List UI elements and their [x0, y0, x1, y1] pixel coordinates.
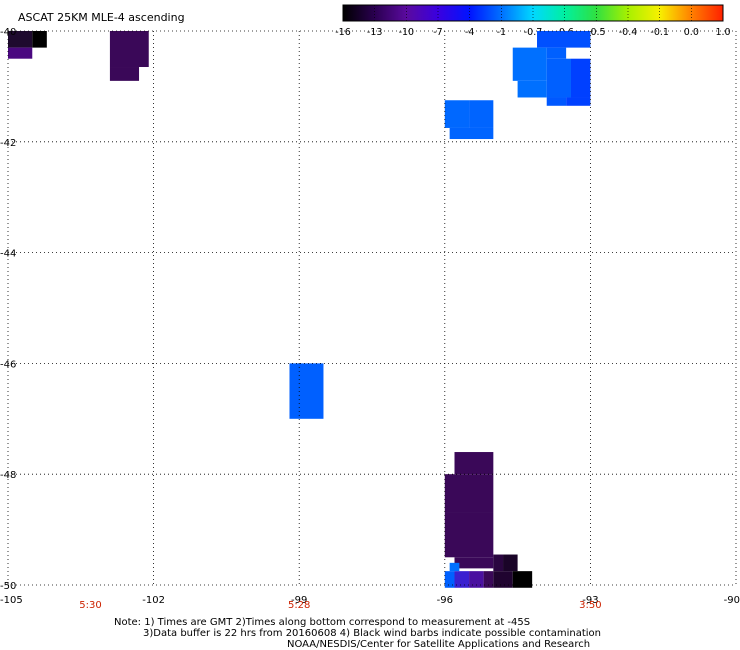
- latitude-labels: -40 -42 -44 -46 -48 -50: [0, 27, 16, 592]
- x-tick-label: -93: [582, 595, 598, 606]
- colorbar-label: -0.5: [587, 27, 606, 38]
- data-cell: [454, 571, 470, 588]
- colorbar-label: -13: [367, 27, 383, 38]
- data-cell: [546, 47, 567, 59]
- x-tick-label: -96: [437, 595, 453, 606]
- y-tick-label: -48: [0, 470, 16, 481]
- data-cell: [517, 80, 547, 98]
- colorbar-label: -4: [465, 27, 474, 38]
- colorbar-label: 0.0: [684, 27, 699, 38]
- lat-lon-grid: [7, 30, 737, 586]
- colorbar-label: -16: [335, 27, 351, 38]
- colorbar: -16-13-10-7-4-1-0.7-0.6-0.5-0.4-0.10.01.…: [335, 4, 731, 38]
- colorbar-label: -0.1: [650, 27, 669, 38]
- data-cell: [483, 571, 494, 588]
- colorbar-label: -0.4: [619, 27, 638, 38]
- map-title: ASCAT 25KM MLE-4 ascending: [18, 11, 185, 24]
- note-line-3: NOAA/NESDIS/Center for Satellite Applica…: [287, 639, 590, 650]
- x-tick-label: -99: [291, 595, 307, 606]
- x-tick-label: -102: [142, 595, 165, 606]
- data-cell: [8, 31, 33, 48]
- data-cell: [444, 571, 455, 588]
- colorbar-strip: [342, 4, 724, 22]
- colorbar-label: -1: [497, 27, 506, 38]
- data-cell: [503, 554, 518, 572]
- note-line-1: Note: 1) Times are GMT 2)Times along bot…: [114, 617, 530, 628]
- longitude-labels: -105 -102 -99 -96 -93 -90: [0, 595, 740, 606]
- data-cell: [566, 97, 591, 106]
- wind-cells: [8, 31, 591, 588]
- data-cell: [449, 127, 494, 140]
- data-cell: [512, 47, 547, 81]
- time-label: 3:50: [579, 600, 601, 611]
- data-cell: [449, 562, 460, 572]
- data-cell: [444, 100, 470, 128]
- data-cell: [546, 97, 567, 106]
- colorbar-label: 1.0: [715, 27, 730, 38]
- data-cell: [493, 571, 513, 588]
- colorbar-label: -10: [399, 27, 415, 38]
- data-cell: [469, 100, 494, 128]
- data-cell: [32, 31, 47, 48]
- y-tick-label: -46: [0, 359, 16, 370]
- time-labels: 5:30 5:28 3:50: [79, 600, 601, 611]
- data-cell: [109, 67, 140, 81]
- data-cell: [444, 474, 494, 513]
- data-cell: [289, 363, 324, 419]
- y-tick-label: -44: [0, 249, 16, 260]
- x-tick-label: -105: [0, 595, 23, 606]
- data-cell: [512, 571, 533, 588]
- data-cell: [493, 554, 504, 572]
- data-cell: [546, 58, 571, 98]
- data-cell: [8, 47, 33, 59]
- x-tick-label: -90: [724, 595, 740, 606]
- data-cell: [454, 557, 494, 569]
- y-tick-label: -40: [0, 27, 16, 38]
- data-cell: [444, 512, 494, 558]
- colorbar-label: -0.7: [524, 27, 543, 38]
- y-tick-label: -42: [0, 138, 16, 149]
- colorbar-label: -7: [433, 27, 442, 38]
- data-cell: [469, 571, 484, 588]
- data-cell: [570, 58, 591, 98]
- time-label: 5:30: [79, 600, 101, 611]
- y-tick-label: -50: [0, 581, 16, 592]
- data-cell: [109, 31, 149, 68]
- data-cell: [454, 452, 494, 475]
- time-label: 5:28: [288, 600, 310, 611]
- note-line-2: 3)Data buffer is 22 hrs from 20160608 4)…: [143, 628, 601, 639]
- data-cell: [537, 31, 591, 48]
